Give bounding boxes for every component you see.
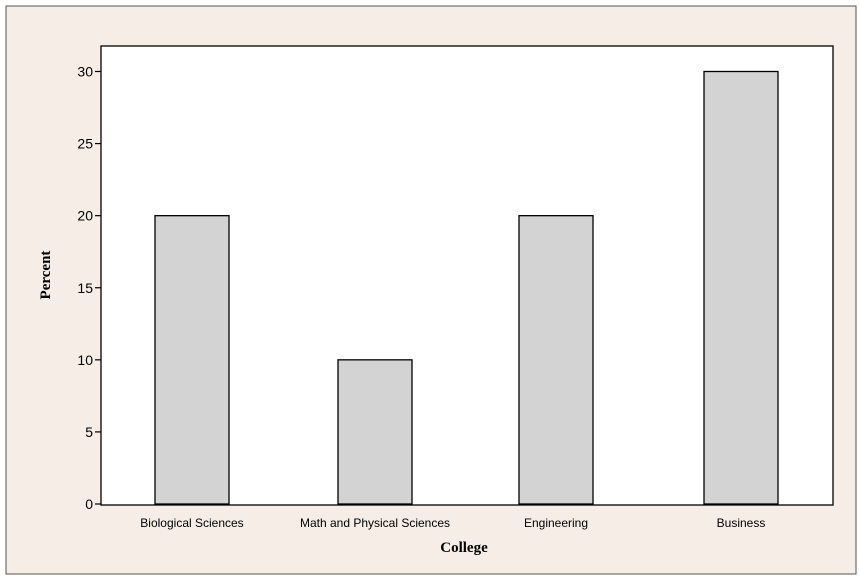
bar-math-and-physical-sciences xyxy=(337,359,413,505)
y-axis-title: Percent xyxy=(38,251,54,300)
x-category-label: Business xyxy=(717,516,766,530)
y-axis-ticks: 0 5 10 15 20 25 30 xyxy=(77,64,101,512)
bar-biological-sciences xyxy=(154,215,230,505)
y-tick-label: 25 xyxy=(77,136,93,152)
x-category-label: Math and Physical Sciences xyxy=(300,516,450,530)
x-category-label: Engineering xyxy=(524,516,588,530)
y-tick-label: 5 xyxy=(85,424,93,440)
y-tick-label: 15 xyxy=(77,280,93,296)
bars-group xyxy=(154,70,779,505)
bar-engineering xyxy=(518,215,594,505)
x-category-label: Biological Sciences xyxy=(140,516,243,530)
y-tick-label: 30 xyxy=(77,64,93,80)
y-tick-label: 0 xyxy=(85,496,93,512)
x-axis-category-labels: Biological Sciences Math and Physical Sci… xyxy=(140,516,765,530)
bar-business xyxy=(703,70,779,505)
y-tick-label: 20 xyxy=(77,208,93,224)
x-axis-title: College xyxy=(440,540,488,556)
y-tick-label: 10 xyxy=(77,352,93,368)
